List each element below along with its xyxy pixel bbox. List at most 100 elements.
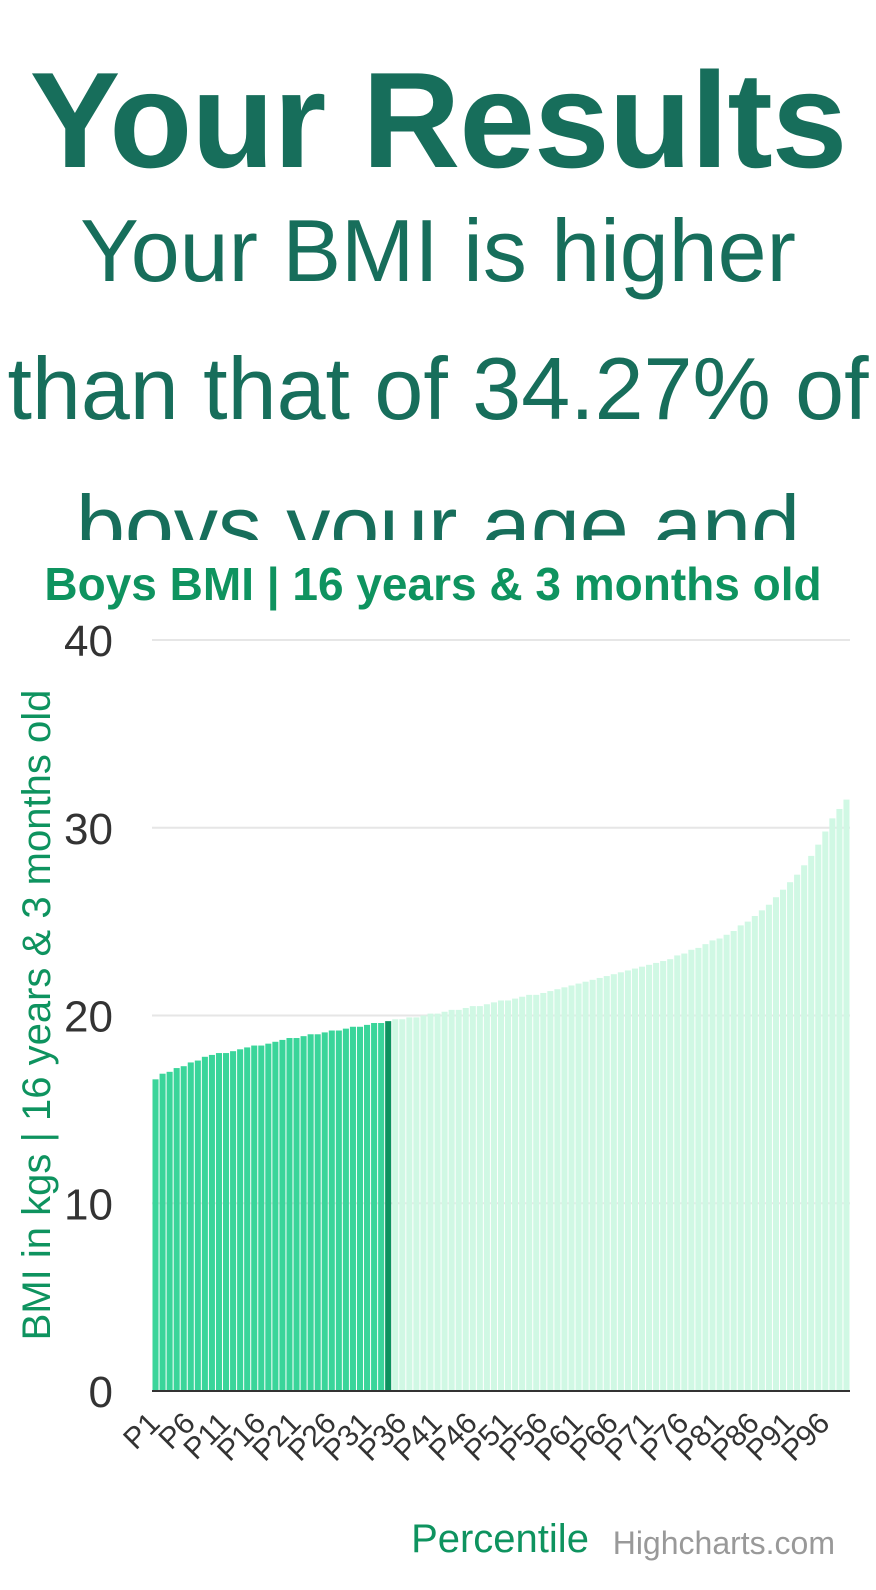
bar-p40[interactable] bbox=[427, 1013, 434, 1391]
bar-p79[interactable] bbox=[702, 944, 709, 1391]
bar-p39[interactable] bbox=[420, 1015, 427, 1392]
bar-p27[interactable] bbox=[335, 1030, 342, 1391]
bar-p98[interactable] bbox=[836, 808, 843, 1391]
bar-p38[interactable] bbox=[413, 1017, 420, 1391]
bar-p88[interactable] bbox=[765, 904, 772, 1391]
bar-p1[interactable] bbox=[152, 1079, 159, 1391]
bar-p78[interactable] bbox=[695, 947, 702, 1391]
bar-p59[interactable] bbox=[561, 987, 568, 1391]
bar-p87[interactable] bbox=[758, 910, 765, 1391]
bar-p65[interactable] bbox=[603, 976, 610, 1391]
bar-p35[interactable] bbox=[392, 1019, 399, 1391]
bar-p25[interactable] bbox=[321, 1032, 328, 1391]
bar-p72[interactable] bbox=[653, 962, 660, 1391]
bar-p30[interactable] bbox=[356, 1026, 364, 1391]
bar-p80[interactable] bbox=[709, 940, 716, 1391]
bar-p57[interactable] bbox=[547, 991, 554, 1391]
bar-p61[interactable] bbox=[575, 983, 582, 1391]
bar-p32[interactable] bbox=[371, 1023, 378, 1391]
bar-p20[interactable] bbox=[286, 1038, 293, 1391]
bar-p29[interactable] bbox=[349, 1026, 356, 1391]
bar-p14[interactable] bbox=[244, 1047, 251, 1391]
bar-p41[interactable] bbox=[434, 1013, 441, 1391]
bar-p23[interactable] bbox=[307, 1034, 314, 1391]
bar-p48[interactable] bbox=[483, 1004, 490, 1391]
bar-p13[interactable] bbox=[237, 1049, 244, 1391]
bar-p52[interactable] bbox=[512, 998, 519, 1391]
bar-p67[interactable] bbox=[617, 972, 624, 1391]
bar-p26[interactable] bbox=[328, 1030, 335, 1391]
chart-credits[interactable]: Highcharts.com bbox=[613, 1525, 835, 1561]
bar-p96[interactable] bbox=[822, 831, 829, 1391]
bar-p55[interactable] bbox=[533, 994, 540, 1391]
bar-p16[interactable] bbox=[258, 1045, 265, 1391]
bar-p28[interactable] bbox=[342, 1028, 349, 1391]
bar-p49[interactable] bbox=[490, 1002, 497, 1391]
bar-p24[interactable] bbox=[314, 1034, 321, 1391]
bar-p33[interactable] bbox=[378, 1023, 385, 1391]
bar-p56[interactable] bbox=[540, 992, 547, 1391]
bar-p91[interactable] bbox=[787, 882, 794, 1391]
bar-p89[interactable] bbox=[772, 897, 779, 1391]
bar-p70[interactable] bbox=[638, 966, 646, 1391]
bar-p54[interactable] bbox=[526, 994, 533, 1391]
bar-p4[interactable] bbox=[173, 1068, 180, 1391]
bar-p31[interactable] bbox=[364, 1024, 371, 1391]
bar-p86[interactable] bbox=[751, 915, 758, 1391]
bar-p46[interactable] bbox=[469, 1006, 476, 1391]
bar-p34[interactable] bbox=[385, 1021, 392, 1391]
bar-p62[interactable] bbox=[582, 981, 589, 1391]
bar-p42[interactable] bbox=[441, 1011, 448, 1391]
bar-p76[interactable] bbox=[681, 953, 688, 1391]
bar-p45[interactable] bbox=[462, 1007, 469, 1391]
bar-p6[interactable] bbox=[187, 1062, 194, 1391]
bar-p95[interactable] bbox=[815, 844, 822, 1391]
bar-p94[interactable] bbox=[808, 855, 815, 1391]
bar-p68[interactable] bbox=[624, 970, 631, 1391]
bar-p10[interactable] bbox=[215, 1053, 223, 1391]
bar-p44[interactable] bbox=[455, 1009, 462, 1391]
bar-p51[interactable] bbox=[505, 1000, 512, 1391]
bar-p63[interactable] bbox=[589, 979, 596, 1391]
bar-p3[interactable] bbox=[166, 1071, 173, 1391]
bar-p2[interactable] bbox=[159, 1073, 166, 1391]
bar-p77[interactable] bbox=[688, 949, 695, 1391]
bar-p71[interactable] bbox=[646, 964, 653, 1391]
bar-p47[interactable] bbox=[476, 1006, 483, 1391]
bar-p12[interactable] bbox=[230, 1051, 237, 1391]
bar-p64[interactable] bbox=[596, 977, 603, 1391]
bar-p99[interactable] bbox=[843, 799, 850, 1391]
bar-p17[interactable] bbox=[265, 1043, 272, 1391]
bar-p69[interactable] bbox=[631, 968, 638, 1391]
bar-p58[interactable] bbox=[554, 989, 561, 1391]
bar-p93[interactable] bbox=[801, 865, 808, 1391]
bar-p60[interactable] bbox=[568, 985, 575, 1391]
bar-p81[interactable] bbox=[716, 938, 723, 1391]
bar-p53[interactable] bbox=[519, 996, 526, 1391]
bar-p15[interactable] bbox=[251, 1045, 258, 1391]
bar-p83[interactable] bbox=[730, 931, 737, 1391]
bar-p66[interactable] bbox=[610, 974, 617, 1391]
bar-p92[interactable] bbox=[794, 874, 801, 1391]
bar-p75[interactable] bbox=[674, 955, 681, 1391]
bar-p43[interactable] bbox=[448, 1009, 455, 1391]
bar-p21[interactable] bbox=[293, 1038, 300, 1391]
bar-p36[interactable] bbox=[399, 1019, 406, 1391]
bar-p7[interactable] bbox=[194, 1060, 201, 1391]
bar-p11[interactable] bbox=[223, 1053, 230, 1391]
bar-p82[interactable] bbox=[723, 934, 730, 1391]
bar-p85[interactable] bbox=[744, 921, 751, 1391]
bar-p90[interactable] bbox=[779, 889, 787, 1391]
bar-p97[interactable] bbox=[829, 818, 836, 1391]
bar-p74[interactable] bbox=[667, 959, 674, 1391]
bar-p73[interactable] bbox=[660, 961, 667, 1391]
bar-p5[interactable] bbox=[180, 1066, 187, 1391]
bar-p37[interactable] bbox=[406, 1017, 413, 1391]
bar-p84[interactable] bbox=[737, 925, 744, 1391]
bar-p18[interactable] bbox=[272, 1041, 279, 1391]
bar-p19[interactable] bbox=[279, 1039, 286, 1391]
bar-p8[interactable] bbox=[201, 1056, 208, 1391]
bar-p22[interactable] bbox=[300, 1036, 307, 1391]
bar-p9[interactable] bbox=[208, 1054, 215, 1391]
bar-p50[interactable] bbox=[497, 1000, 505, 1391]
